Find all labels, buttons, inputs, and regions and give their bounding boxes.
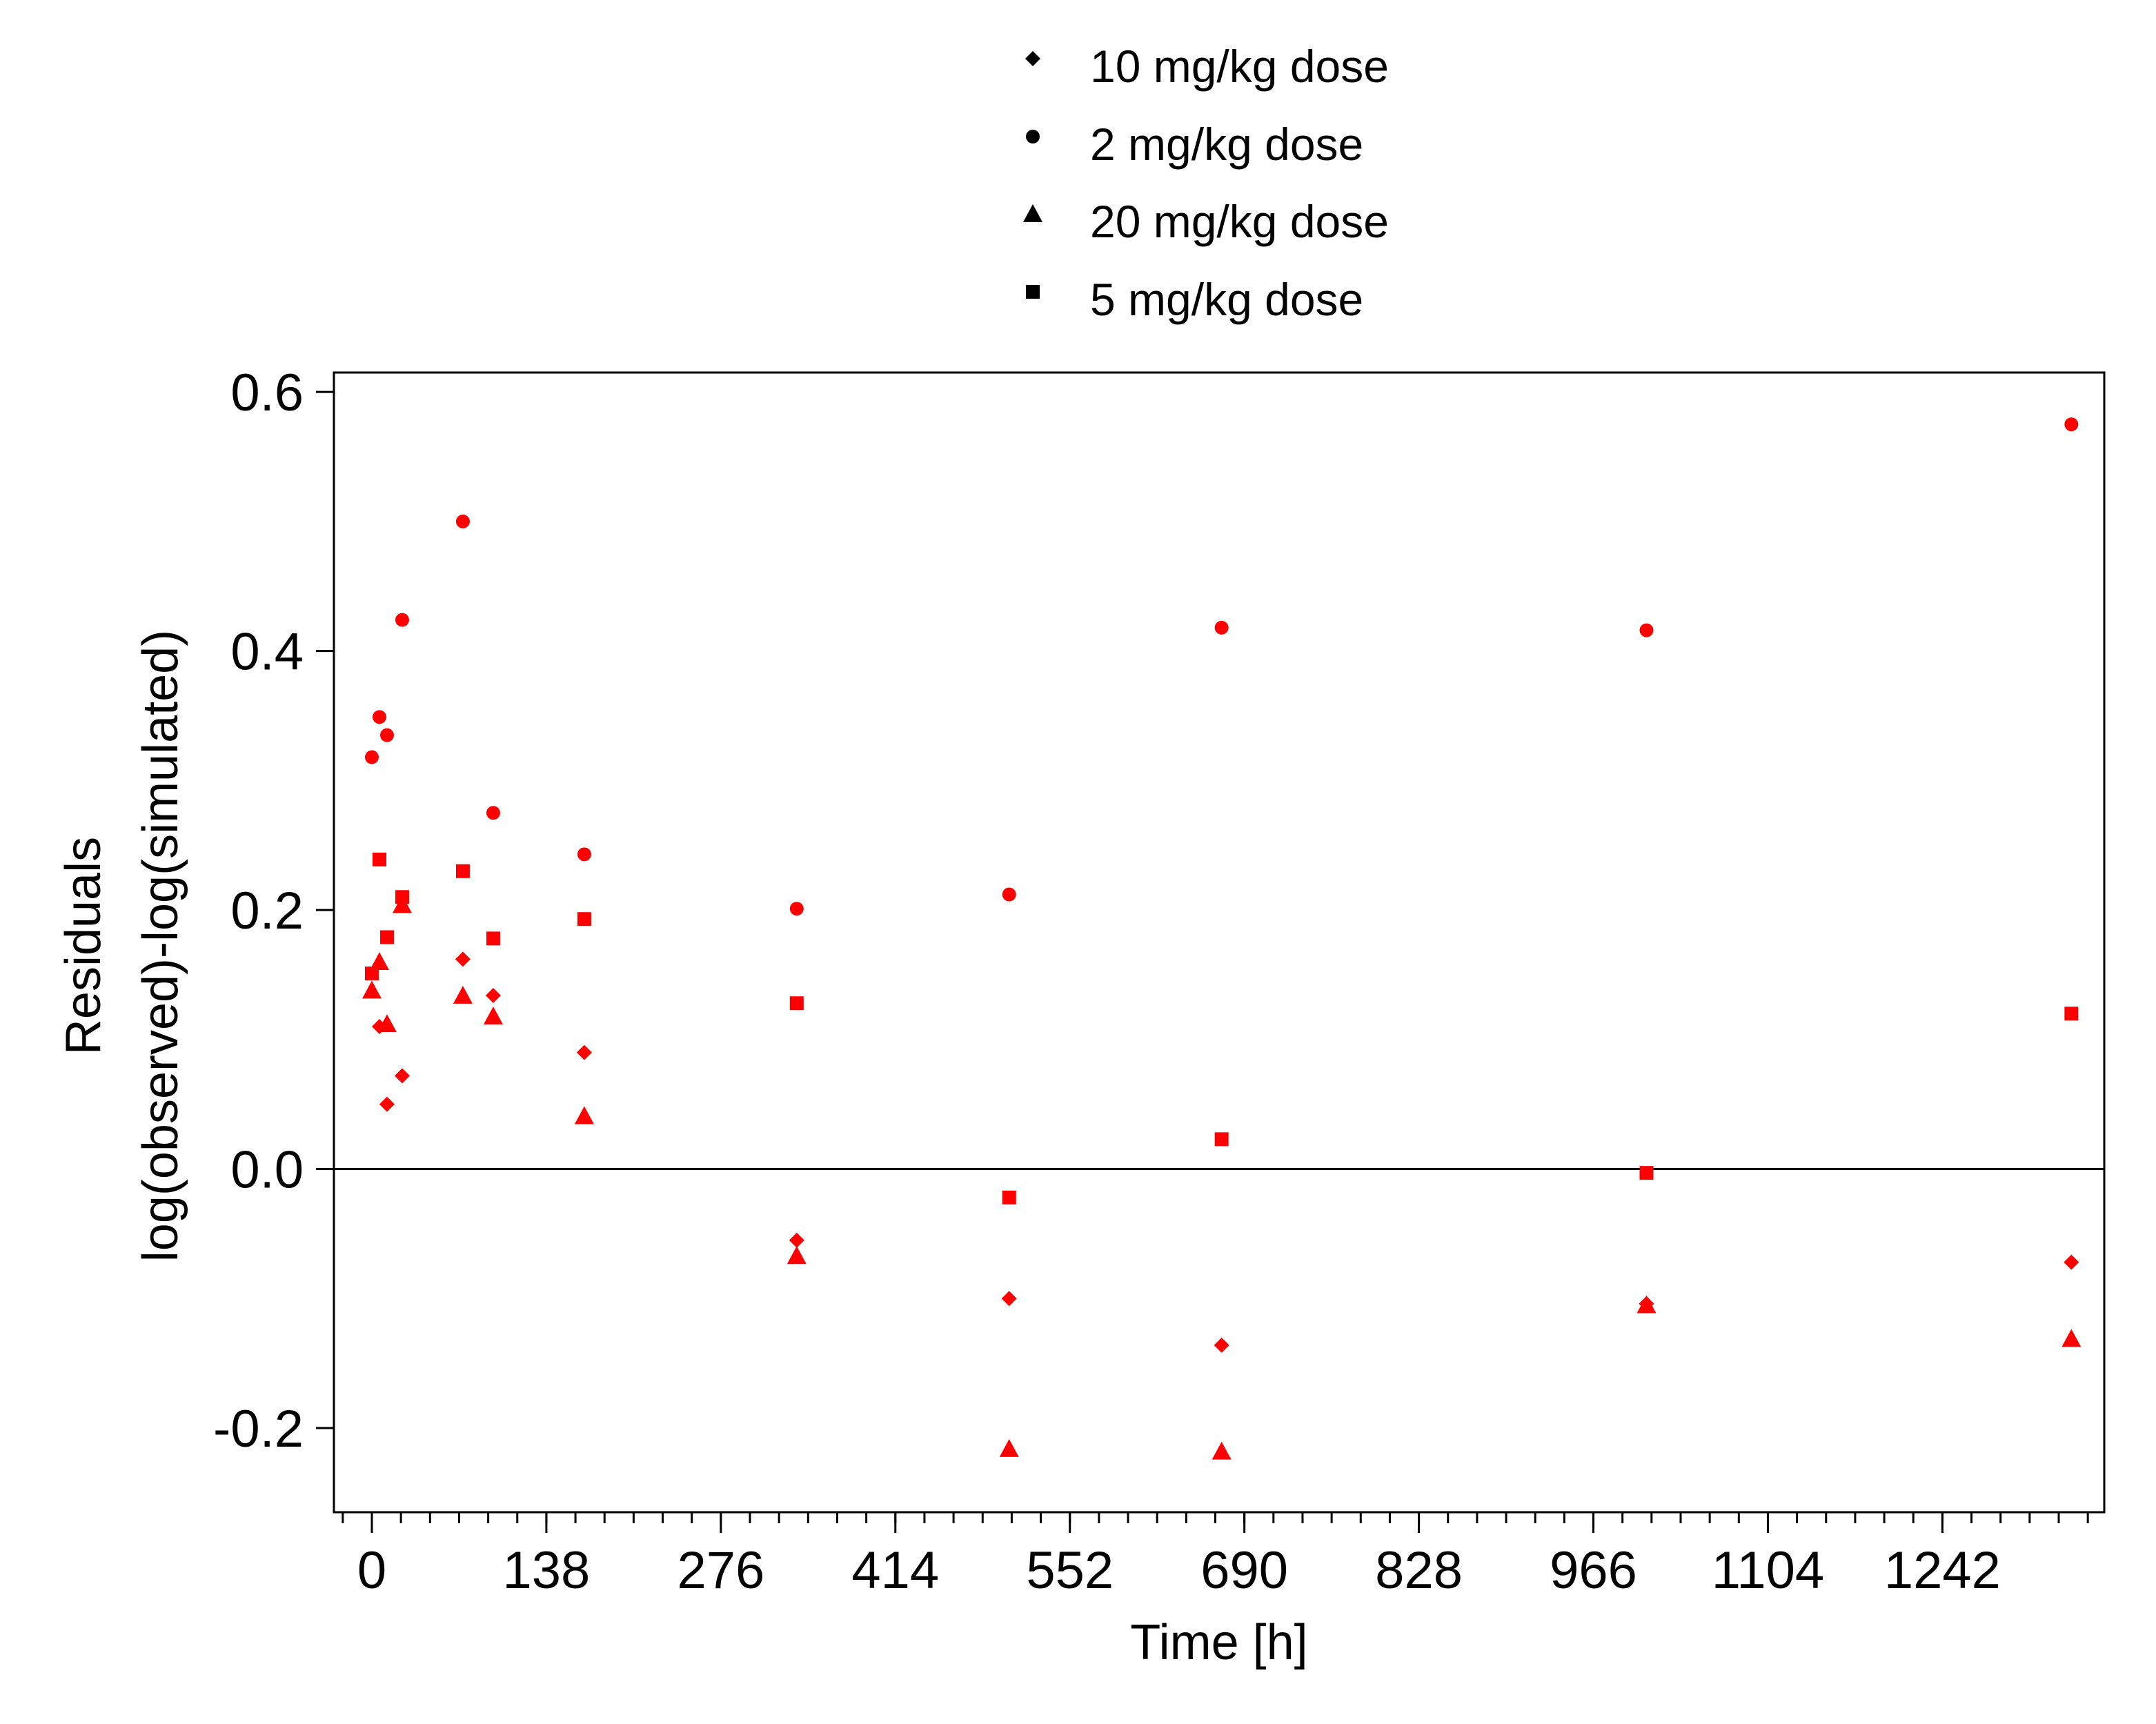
triangle-point: [1636, 1295, 1656, 1314]
triangle-point: [574, 1106, 594, 1124]
x-tick-label: 966: [1550, 1541, 1637, 1600]
circle-point: [577, 847, 591, 862]
square-point: [364, 967, 379, 981]
x-tick-label: 276: [677, 1541, 764, 1600]
triangle-point: [1211, 1441, 1232, 1460]
x-tick-label: 828: [1375, 1541, 1463, 1600]
x-tick-label: 1104: [1712, 1541, 1824, 1600]
diamond-point: [576, 1044, 592, 1060]
y-axis-title-residuals: Residuals: [56, 837, 111, 1055]
circle-point: [1002, 887, 1016, 902]
square-point: [577, 912, 591, 927]
square-point: [1002, 1190, 1016, 1205]
circle-point: [395, 613, 409, 627]
y-tick-label: -0.2: [213, 1400, 304, 1458]
legend-label: 10 mg/kg dose: [1090, 41, 1389, 92]
circle-point: [789, 902, 804, 916]
legend-label: 5 mg/kg dose: [1090, 274, 1363, 325]
triangle-point: [362, 980, 382, 999]
x-tick-label: 414: [851, 1541, 939, 1600]
legend: 10 mg/kg dose 2 mg/kg dose 20 mg/kg dose 5 …: [1023, 41, 1389, 325]
y-tick-label: 0.6: [230, 364, 304, 422]
square-point: [395, 890, 409, 904]
diamond-point: [1001, 1291, 1017, 1307]
legend-label: 2 mg/kg dose: [1090, 119, 1363, 170]
diamond-point: [394, 1068, 410, 1084]
square-point: [1639, 1166, 1654, 1180]
triangle-point: [999, 1439, 1019, 1457]
square-point: [379, 930, 394, 944]
circle-point: [372, 710, 386, 724]
legend-circle-key: [1026, 130, 1040, 143]
triangle-point: [369, 952, 389, 971]
x-axis-title: Time [h]: [1130, 1615, 1307, 1670]
triangle-point: [2061, 1329, 2081, 1347]
legend-square-key: [1026, 285, 1040, 299]
circle-point: [2064, 417, 2079, 432]
data-points: [362, 417, 2081, 1460]
y-tick-label: 0.0: [230, 1141, 304, 1200]
square-point: [372, 852, 386, 866]
y-axis: -0.2 0.0 0.2 0.4 0.6: [213, 364, 334, 1458]
x-tick-label: 138: [503, 1541, 591, 1600]
diamond-point: [2064, 1254, 2079, 1270]
circle-point: [379, 728, 394, 742]
circle-point: [486, 806, 500, 820]
square-point: [1214, 1132, 1229, 1147]
y-tick-label: 0.4: [230, 623, 304, 682]
circle-point: [1639, 623, 1654, 637]
legend-label: 20 mg/kg dose: [1090, 196, 1389, 247]
diamond-point: [1214, 1337, 1229, 1353]
circle-point: [455, 514, 470, 528]
triangle-point: [787, 1246, 807, 1265]
circle-point: [1214, 620, 1229, 635]
triangle-point: [377, 1014, 397, 1033]
x-tick-label: 0: [357, 1541, 386, 1600]
legend-triangle-key: [1023, 204, 1042, 222]
x-tick-label: 552: [1026, 1541, 1114, 1600]
diamond-point: [379, 1096, 395, 1112]
circle-point: [364, 750, 379, 764]
diamond-point: [485, 987, 501, 1003]
diamond-point: [455, 951, 471, 967]
triangle-point: [483, 1007, 503, 1024]
x-axis: 0 138 276 414 552 690 828 966 1104 1242: [342, 1512, 2089, 1600]
legend-diamond-key: [1025, 51, 1040, 66]
x-tick-label: 1242: [1884, 1541, 2001, 1600]
diamond-point: [789, 1232, 804, 1248]
triangle-point: [392, 895, 412, 913]
triangle-point: [453, 985, 473, 1004]
x-tick-label: 690: [1200, 1541, 1288, 1600]
square-point: [2064, 1007, 2079, 1021]
square-point: [789, 996, 804, 1011]
y-axis-title-formula: log(observed)-log(simulated): [133, 630, 188, 1262]
y-tick-label: 0.2: [230, 882, 304, 940]
square-point: [455, 864, 470, 878]
plot-frame: [333, 371, 2106, 1514]
square-point: [486, 931, 500, 946]
